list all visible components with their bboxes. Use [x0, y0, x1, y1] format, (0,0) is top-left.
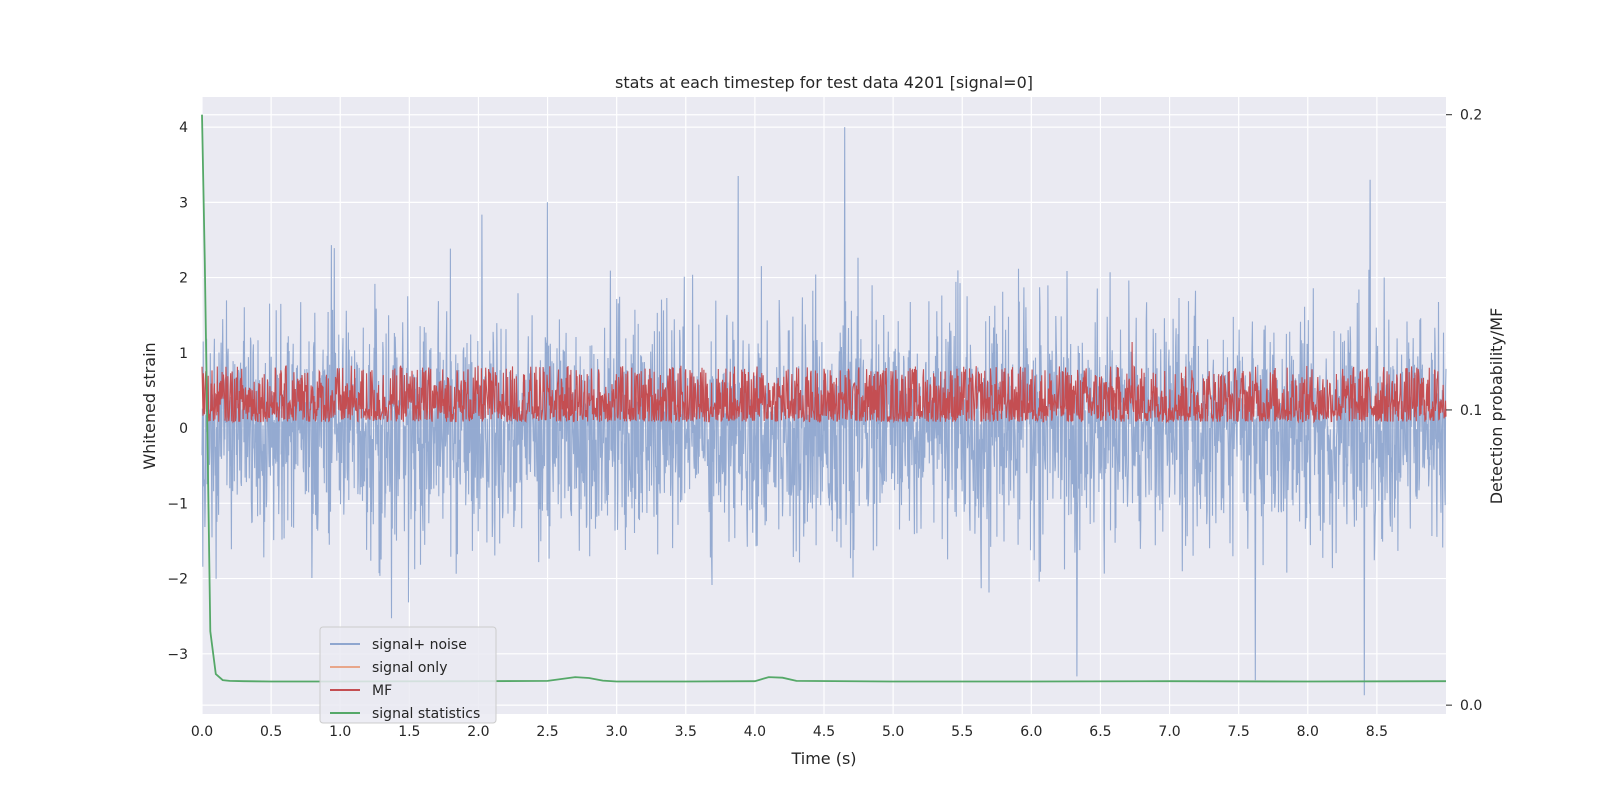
series-mf	[201, 341, 1447, 424]
y-tick-label: 2	[179, 271, 188, 287]
legend: signal+ noise signal only MF signal statist…	[319, 626, 497, 724]
y-tick-label: 3	[179, 195, 188, 211]
x-tick-label: 5.0	[882, 724, 904, 740]
x-tick-label: 3.5	[675, 724, 697, 740]
y-tick-label: −2	[167, 572, 188, 588]
y2-tick-label: 0.2	[1460, 108, 1482, 124]
y2-axis-title: Detection probability/MF	[1487, 308, 1506, 505]
y-tick-label: −1	[167, 496, 188, 512]
series-signal-statistics	[201, 114, 1447, 683]
x-tick-label: 4.5	[813, 724, 835, 740]
x-tick-label: 6.5	[1089, 724, 1111, 740]
y-tick-label: 1	[179, 346, 188, 362]
x-tick-label: 2.0	[467, 724, 489, 740]
y2-tick-label: 0.1	[1460, 403, 1482, 419]
legend-label: signal only	[372, 660, 447, 676]
x-tick-label: 8.0	[1297, 724, 1319, 740]
x-tick-label: 2.5	[536, 724, 558, 740]
x-tick-label: 1.0	[329, 724, 351, 740]
x-tick-label: 6.0	[1020, 724, 1042, 740]
legend-label: signal+ noise	[372, 637, 467, 653]
x-tick-label: 3.0	[606, 724, 628, 740]
legend-box	[319, 626, 497, 724]
y2-tick-label: 0.0	[1460, 698, 1482, 714]
x-tick-label: 5.5	[951, 724, 973, 740]
x-tick-label: 8.5	[1366, 724, 1388, 740]
x-tick-label: 0.5	[260, 724, 282, 740]
series-layer	[201, 114, 1447, 696]
x-tick-label: 4.0	[744, 724, 766, 740]
series-signal-noise	[201, 127, 1447, 696]
legend-label: MF	[372, 683, 392, 699]
x-tick-label: 1.5	[398, 724, 420, 740]
x-tick-label: 7.5	[1228, 724, 1250, 740]
chart-title: stats at each timestep for test data 420…	[615, 73, 1033, 92]
x-axis-title: Time (s)	[790, 749, 856, 768]
x-tick-label: 0.0	[191, 724, 213, 740]
x-tick-label: 7.0	[1158, 724, 1180, 740]
y-tick-label: 0	[179, 421, 188, 437]
legend-label: signal statistics	[372, 706, 480, 722]
y-tick-label: −3	[167, 647, 188, 663]
y-tick-label: 4	[179, 120, 188, 136]
y-axis-title: Whitened strain	[140, 342, 159, 469]
axes-layer: 0.0 0.5 1.0 1.5 2.0 2.5 3.0 3.5 4.0 4.5 5.0 5.5 6.0 6…	[167, 108, 1482, 740]
